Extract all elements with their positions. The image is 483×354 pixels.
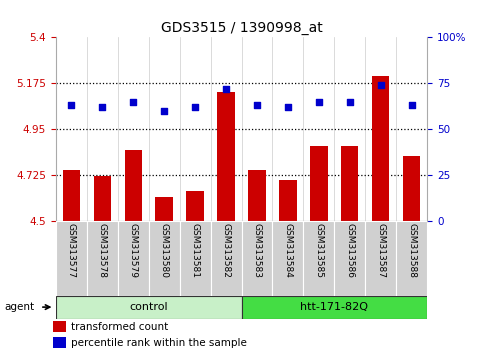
Bar [125,150,142,221]
Bar [311,145,327,221]
Text: GSM313578: GSM313578 [98,223,107,279]
Point [98,104,106,110]
Text: htt-171-82Q: htt-171-82Q [300,302,369,312]
Text: GSM313586: GSM313586 [345,223,355,279]
Bar [341,145,358,221]
Point [191,104,199,110]
Text: GSM313580: GSM313580 [159,223,169,279]
Text: control: control [129,302,168,312]
Bar [242,221,272,296]
Bar [272,221,303,296]
Text: GSM313577: GSM313577 [67,223,75,279]
Text: GSM313581: GSM313581 [190,223,199,279]
Point [253,102,261,108]
Bar [56,296,242,319]
Bar [372,76,389,221]
Bar [180,221,211,296]
Bar [403,156,421,221]
Bar [117,221,149,296]
Bar [280,180,297,221]
Text: GSM313579: GSM313579 [128,223,138,279]
Bar [149,221,180,296]
Point [284,104,292,110]
Text: GSM313588: GSM313588 [408,223,416,279]
Bar [334,221,366,296]
Bar [242,296,427,319]
Bar [53,321,66,332]
Bar [397,221,427,296]
Point [315,99,323,104]
Bar [366,221,397,296]
Bar [217,92,235,221]
Point [222,86,230,92]
Bar [211,221,242,296]
Text: agent: agent [4,302,35,312]
Point [408,102,416,108]
Bar [56,221,86,296]
Bar [303,221,334,296]
Bar [86,221,117,296]
Point [67,102,75,108]
Text: GSM313582: GSM313582 [222,223,230,278]
Text: transformed count: transformed count [71,322,169,332]
Text: percentile rank within the sample: percentile rank within the sample [71,338,247,348]
Text: GSM313583: GSM313583 [253,223,261,279]
Bar [186,190,203,221]
Point [160,108,168,114]
Bar [94,176,111,221]
Bar [156,197,172,221]
Text: GSM313585: GSM313585 [314,223,324,279]
Bar [248,170,266,221]
Text: GSM313584: GSM313584 [284,223,293,278]
Title: GDS3515 / 1390998_at: GDS3515 / 1390998_at [161,21,322,35]
Point [346,99,354,104]
Bar [62,170,80,221]
Point [377,82,385,88]
Bar [53,337,66,348]
Text: GSM313587: GSM313587 [376,223,385,279]
Point [129,99,137,104]
